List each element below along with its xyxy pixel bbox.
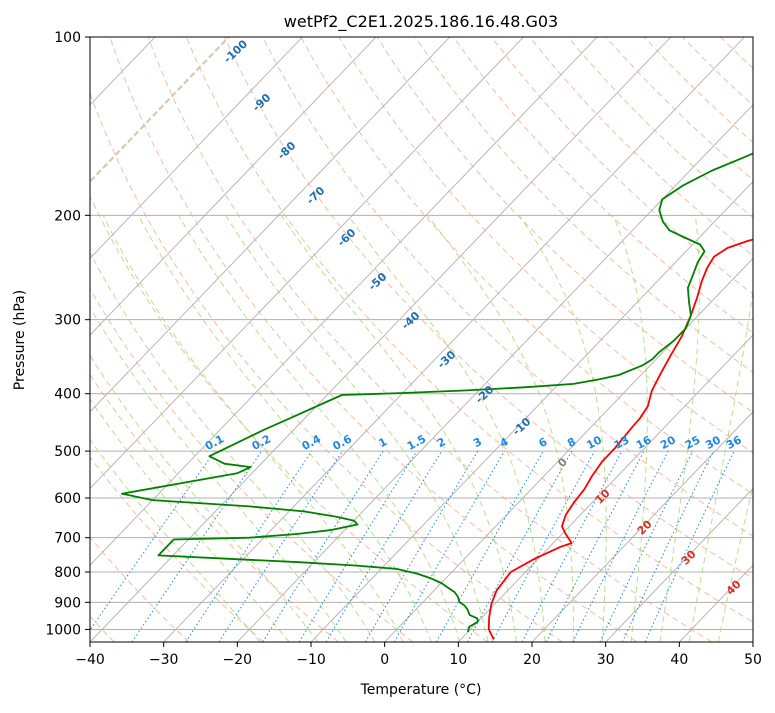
x-tick-label: 0 bbox=[380, 652, 389, 668]
x-tick-label: 20 bbox=[523, 652, 541, 668]
y-tick-label: 100 bbox=[54, 30, 81, 46]
x-tick-label: 30 bbox=[597, 652, 615, 668]
x-tick-label: 10 bbox=[449, 652, 467, 668]
x-tick-label: −10 bbox=[296, 652, 326, 668]
y-axis-title: Pressure (hPa) bbox=[12, 290, 28, 390]
x-tick-label: −40 bbox=[75, 652, 105, 668]
y-tick-label: 400 bbox=[54, 387, 81, 403]
x-tick-label: 40 bbox=[670, 652, 688, 668]
y-tick-label: 200 bbox=[54, 208, 81, 224]
x-tick-label: −20 bbox=[223, 652, 253, 668]
y-tick-label: 300 bbox=[54, 313, 81, 329]
y-tick-label: 800 bbox=[54, 565, 81, 581]
y-tick-label: 500 bbox=[54, 444, 81, 460]
y-tick-label: 600 bbox=[54, 491, 81, 507]
y-tick-label: 700 bbox=[54, 531, 81, 547]
x-axis-title: Temperature (°C) bbox=[360, 682, 482, 698]
x-tick-label: 50 bbox=[744, 652, 762, 668]
y-tick-label: 1000 bbox=[45, 622, 81, 638]
y-tick-label: 900 bbox=[54, 595, 81, 611]
chart-title: wetPf2_C2E1.2025.186.16.48.G03 bbox=[284, 12, 558, 32]
x-tick-label: −30 bbox=[149, 652, 179, 668]
